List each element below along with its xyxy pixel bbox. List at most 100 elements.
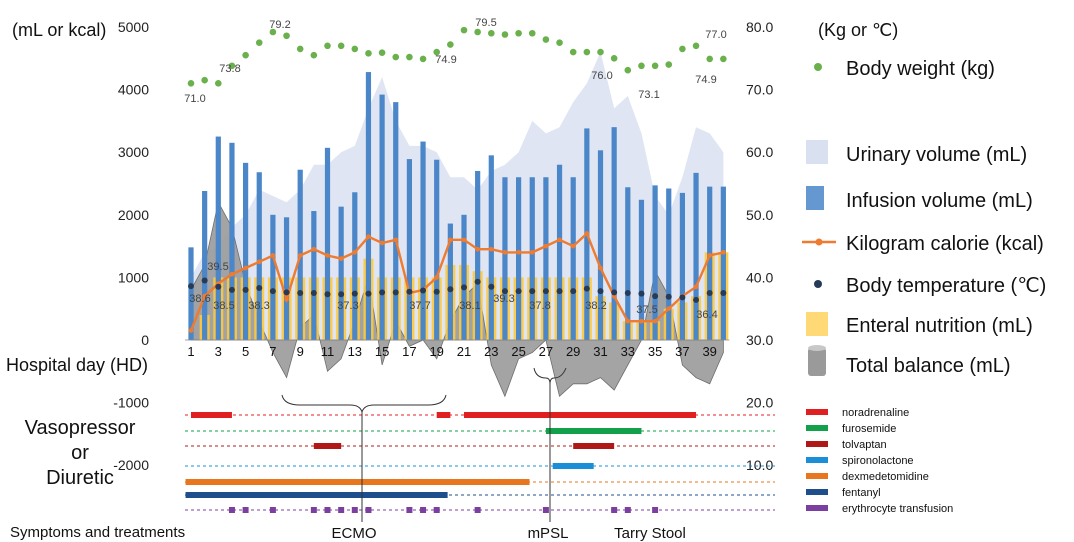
drug-legend-swatch xyxy=(806,505,828,511)
infusion-volume-bar xyxy=(379,94,385,340)
body-weight-point xyxy=(624,66,632,74)
body-temperature-point xyxy=(188,283,194,290)
body-temperature-label: 38.5 xyxy=(213,300,234,312)
transfusion-marker xyxy=(474,507,481,513)
body-temperature-label: 38.1 xyxy=(459,300,480,312)
body-weight-point xyxy=(692,42,700,50)
kilogram-calorie-point xyxy=(434,275,440,280)
infusion-volume-bars xyxy=(188,72,726,341)
drug-period-bar xyxy=(191,412,232,418)
x-tick-label: 29 xyxy=(566,344,580,359)
body-weight-point xyxy=(665,61,673,68)
kilogram-calorie-point xyxy=(598,265,603,271)
infusion-volume-bar xyxy=(666,188,672,340)
drug-legend-swatch xyxy=(806,441,828,447)
kilogram-calorie-point xyxy=(284,296,289,302)
body-temperature-point xyxy=(665,293,672,300)
body-weight-point xyxy=(720,55,727,63)
x-tick-label: 23 xyxy=(484,344,498,359)
legend-label: Urinary volume (mL) xyxy=(846,144,1027,166)
body-weight-point xyxy=(488,29,495,37)
body-weight-point xyxy=(433,48,441,56)
drug-legend-swatch xyxy=(806,425,828,431)
transfusion-marker xyxy=(433,507,440,513)
left-tick-label: -1000 xyxy=(113,395,149,411)
x-axis-label: Hospital day (HD) xyxy=(6,355,148,375)
infusion-volume-bar xyxy=(324,147,331,340)
body-temperature-point xyxy=(269,288,276,295)
body-temperature-point xyxy=(679,294,686,301)
infusion-volume-bar xyxy=(597,150,604,340)
body-weight-point xyxy=(378,49,386,56)
kilogram-calorie-point xyxy=(447,237,453,243)
body-temperature-point xyxy=(256,285,263,292)
x-tick-label: 17 xyxy=(402,344,416,359)
kilogram-calorie-point xyxy=(584,231,590,236)
body-weight-point xyxy=(569,48,577,56)
body-temperature-point xyxy=(447,286,454,293)
drug-legend-label: noradrenaline xyxy=(842,407,909,419)
right-tick-label: 20.0 xyxy=(746,395,773,411)
infusion-volume-bar xyxy=(707,186,713,340)
body-weight-point xyxy=(269,28,277,36)
body-temperature-point xyxy=(215,283,222,290)
drug-timeline xyxy=(185,367,775,522)
right-tick-label: 60.0 xyxy=(746,144,773,160)
body-temperature-point xyxy=(706,290,713,297)
kilogram-calorie-point xyxy=(461,237,467,243)
body-weight-point xyxy=(460,26,468,34)
body-temperature-point xyxy=(652,293,659,300)
body-temperature-label: 38.6 xyxy=(189,293,210,305)
legend-urinary-swatch xyxy=(806,140,828,164)
body-temperature-point xyxy=(242,286,249,293)
body-weight-label: 74.9 xyxy=(695,74,716,86)
body-temperature-point xyxy=(420,287,427,294)
kilogram-calorie-point xyxy=(311,246,317,252)
kilogram-calorie-point xyxy=(625,318,631,324)
infusion-volume-bar xyxy=(283,217,290,340)
body-temperature-point xyxy=(310,290,317,297)
drug-legend-label: fentanyl xyxy=(842,487,881,499)
infusion-volume-bar xyxy=(311,211,317,340)
body-weight-point xyxy=(638,62,645,70)
body-weight-label: 79.5 xyxy=(475,17,496,29)
infusion-volume-bar xyxy=(625,187,631,340)
body-temperature-point xyxy=(433,288,440,295)
drug-legend-label: spironolactone xyxy=(842,455,914,467)
drug-period-bar xyxy=(464,412,697,418)
infusion-volume-bar xyxy=(215,136,221,340)
kilogram-calorie-point xyxy=(202,293,208,299)
body-weight-point xyxy=(419,55,427,63)
urinary-volume-area-shape xyxy=(191,52,724,340)
drug-period-bar xyxy=(313,443,342,449)
right-tick-label: 10.0 xyxy=(746,457,773,473)
infusion-volume-bar xyxy=(434,159,440,340)
infusion-volume-bar xyxy=(652,185,658,340)
body-weight-point xyxy=(597,48,604,56)
body-temperature-point xyxy=(228,286,235,293)
body-weight-point xyxy=(610,55,618,62)
body-temperature-point xyxy=(488,283,495,290)
kilogram-calorie-point xyxy=(516,249,521,255)
transfusion-marker xyxy=(420,507,427,513)
kilogram-calorie-point xyxy=(488,246,494,252)
body-weight-point xyxy=(201,76,208,84)
drug-legend-label: dexmedetomidine xyxy=(842,471,929,483)
drug-period-bar xyxy=(573,443,615,449)
x-tick-label: 21 xyxy=(457,344,471,359)
legend-label: Enteral nutrition (mL) xyxy=(846,315,1033,337)
infusion-volume-bar xyxy=(570,177,576,340)
kilogram-calorie-point xyxy=(502,249,508,255)
axes: 5000 4000 3000 2000 1000 0 -1000 -2000 80.0 70.0 6… xyxy=(113,19,773,473)
infusion-volume-bar xyxy=(270,214,276,340)
body-weight-point xyxy=(515,29,522,37)
body-temperature-point xyxy=(720,290,727,297)
body-weight-point xyxy=(528,29,536,37)
symptom-mpsl: mPSL xyxy=(528,525,569,542)
legend-enteral-swatch xyxy=(806,312,828,336)
infusion-volume-bar xyxy=(256,172,262,340)
left-tick-label: 4000 xyxy=(118,82,149,98)
legend-label: Body temperature (℃) xyxy=(846,275,1046,297)
line-series: 71.0 73.8 79.2 74.9 79.5 76.0 73.1 77.0 74.9 38.6… xyxy=(184,17,727,334)
body-temperature-point xyxy=(515,288,522,295)
